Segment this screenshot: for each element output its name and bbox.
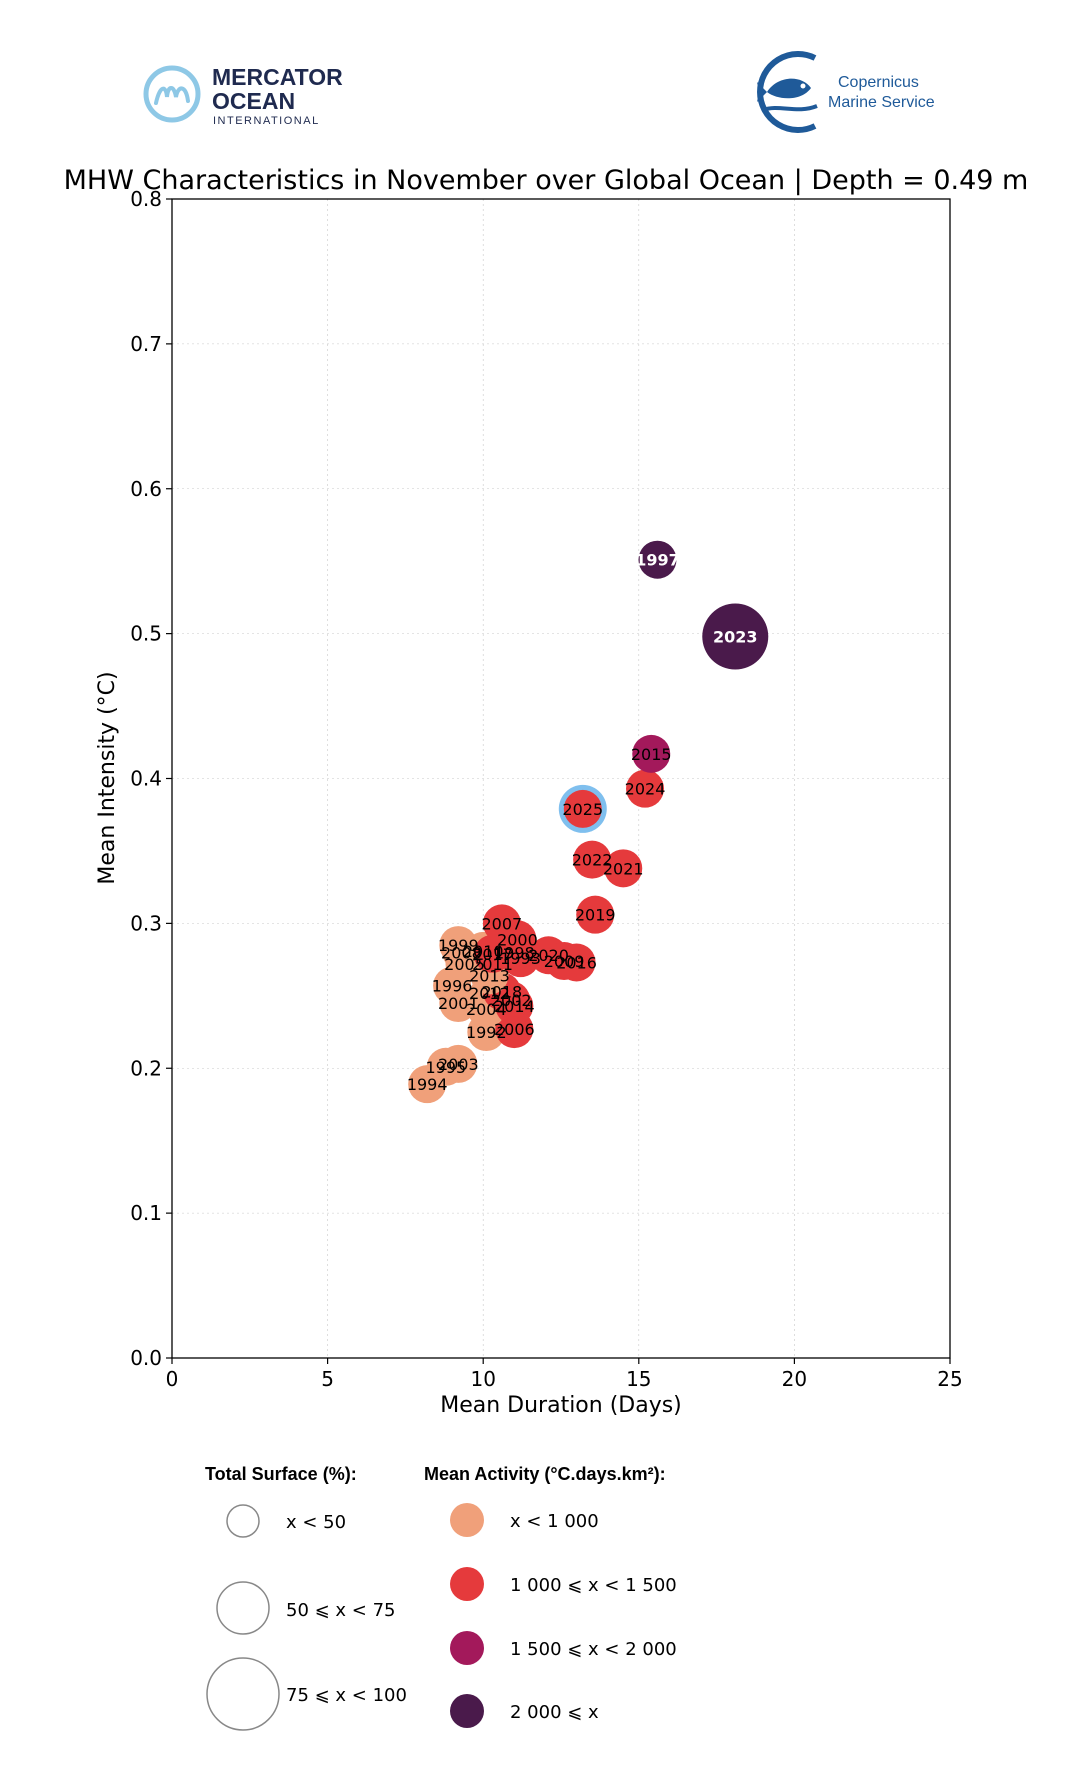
chart-title: MHW Characteristics in November over Glo…	[64, 165, 1029, 196]
legend-surface-marker-medium	[216, 1581, 270, 1635]
point-label-1999: 1999	[438, 936, 479, 955]
point-2002	[492, 981, 531, 1020]
mercator-wave-icon	[143, 65, 201, 123]
legend-surface-label-large: 75 ⩽ x < 100	[286, 1685, 407, 1706]
point-label-2004: 2004	[466, 1000, 507, 1019]
x-tick-label: 25	[937, 1367, 962, 1391]
fish-emblem-icon	[757, 51, 818, 133]
point-label-1992: 1992	[466, 1023, 507, 1042]
mercator-line1: MERCATOR	[212, 64, 343, 90]
y-tick-label: 0.8	[130, 187, 162, 211]
legend-activity-swatch-1500-2000	[450, 1631, 484, 1665]
copernicus-marine-logo: Copernicus Marine Service	[745, 48, 975, 134]
y-tick-label: 0.7	[130, 332, 162, 356]
y-tick-label: 0.3	[130, 911, 162, 935]
mercator-ocean-logo: MERCATOR OCEAN INTERNATIONAL	[140, 55, 360, 135]
point-label-2009: 2009	[544, 952, 585, 971]
point-label-2000: 2000	[497, 930, 538, 949]
point-label-1993: 1993	[500, 949, 541, 968]
point-label-1996: 1996	[432, 977, 473, 996]
point-label-2007: 2007	[482, 914, 523, 933]
point-label-2014: 2014	[494, 997, 535, 1016]
point-2007	[482, 904, 521, 943]
point-2022	[573, 840, 612, 879]
x-tick-label: 20	[782, 1367, 807, 1391]
point-label-2016: 2016	[556, 953, 597, 972]
point-label-2012: 2012	[469, 984, 510, 1003]
point-label-2002: 2002	[491, 991, 532, 1010]
legend-activity-swatch-1000-1500	[450, 1567, 484, 1601]
grid-lines	[171, 198, 951, 1359]
x-axis-label: Mean Duration (Days)	[440, 1393, 682, 1418]
legend-activity-label-1500-2000: 1 500 ⩽ x < 2 000	[510, 1639, 677, 1660]
point-label-2010: 2010	[463, 942, 504, 961]
point-label-2022: 2022	[572, 851, 613, 870]
copernicus-line2: Marine Service	[828, 94, 935, 111]
point-2024	[626, 769, 665, 808]
point-2016	[557, 943, 596, 982]
x-tick-label: 0	[166, 1367, 179, 1391]
point-label-2005: 2005	[444, 955, 485, 974]
point-label-2019: 2019	[575, 906, 616, 925]
y-tick-label: 0.4	[130, 767, 162, 791]
legend-activity-swatch-lt-1000	[450, 1503, 484, 1537]
legend-activity-label-1000-1500: 1 000 ⩽ x < 1 500	[510, 1575, 677, 1596]
point-label-1994: 1994	[407, 1075, 448, 1094]
point-label-2018: 2018	[482, 982, 523, 1001]
mercator-line2: OCEAN	[212, 88, 295, 114]
x-tick-label: 5	[321, 1367, 334, 1391]
y-axis-ticks: 0.0 0.1 0.2 0.3 0.4 0.5 0.6 0.7 0.8	[130, 187, 172, 1370]
point-label-2021: 2021	[603, 859, 644, 878]
point-label-2015: 2015	[631, 745, 672, 764]
point-label-2025: 2025	[562, 800, 603, 819]
point-label-2023: 2023	[713, 628, 758, 647]
legend-surface-label-medium: 50 ⩽ x < 75	[286, 1600, 396, 1621]
point-2023	[702, 603, 769, 670]
point-label-1998: 1998	[494, 943, 535, 962]
point-label-2024: 2024	[625, 780, 666, 799]
point-label-2001: 2001	[438, 994, 479, 1013]
point-label-2008: 2008	[441, 943, 482, 962]
y-tick-label: 0.0	[130, 1346, 162, 1370]
x-tick-label: 10	[470, 1367, 495, 1391]
copernicus-line1: Copernicus	[838, 74, 919, 91]
y-tick-label: 0.2	[130, 1056, 162, 1080]
legend: Total Surface (%): Mean Activity (°C.day…	[205, 1464, 677, 1731]
point-label-2006: 2006	[494, 1020, 535, 1039]
point-2015	[632, 734, 671, 773]
point-2003	[439, 1044, 478, 1083]
y-tick-label: 0.5	[130, 622, 162, 646]
mercator-line3: INTERNATIONAL	[213, 115, 320, 127]
point-label-2011: 2011	[472, 955, 513, 974]
legend-activity-swatch-ge-2000	[450, 1694, 484, 1728]
point-label-2013: 2013	[469, 967, 510, 986]
legend-surface-marker-large	[206, 1657, 280, 1731]
point-label-2020: 2020	[528, 946, 569, 965]
legend-activity-label-ge-2000: 2 000 ⩽ x	[510, 1702, 599, 1723]
y-tick-label: 0.6	[130, 477, 162, 501]
point-2021	[604, 849, 643, 888]
legend-activity-label-lt-1000: x < 1 000	[510, 1511, 599, 1532]
y-tick-label: 0.1	[130, 1201, 162, 1225]
point-label-1997: 1997	[635, 551, 680, 570]
point-label-2003: 2003	[438, 1055, 479, 1074]
point-label-2017: 2017	[472, 945, 513, 964]
legend-surface-marker-small	[226, 1504, 260, 1538]
point-1997	[638, 540, 677, 579]
x-tick-label: 15	[626, 1367, 651, 1391]
legend-surface-label-small: x < 50	[286, 1512, 346, 1533]
legend-activity-title: Mean Activity (°C.days.km²):	[424, 1464, 666, 1484]
y-axis-label: Mean Intensity (°C)	[95, 671, 120, 884]
data-points	[408, 540, 769, 1104]
x-axis-ticks: 0 5 10 15 20 25	[166, 1358, 963, 1391]
point-2025	[563, 789, 602, 828]
point-2019	[576, 895, 615, 934]
point-label-1995: 1995	[425, 1058, 466, 1077]
legend-surface-title: Total Surface (%):	[205, 1464, 357, 1484]
